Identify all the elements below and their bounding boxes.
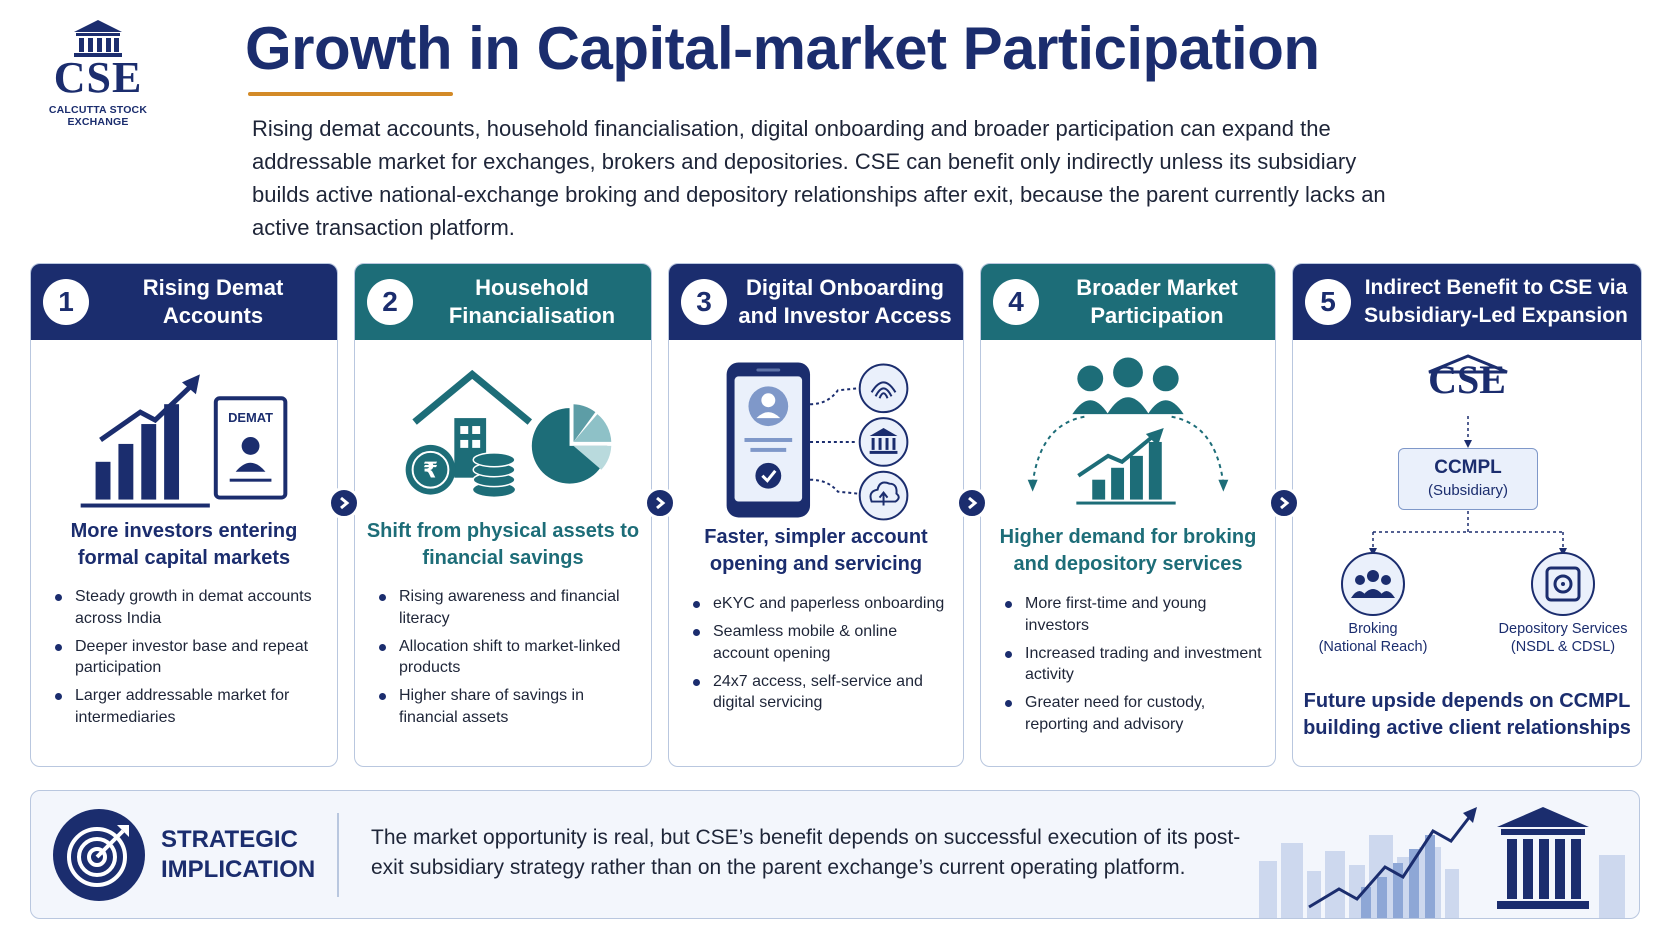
card-subtitle: Faster, simpler account opening and serv… bbox=[704, 526, 928, 575]
roof-icon bbox=[1428, 354, 1508, 374]
chevron-right-icon bbox=[328, 487, 360, 519]
list-item: Steady growth in demat accounts across I… bbox=[53, 586, 325, 629]
card-header: 1 Rising Demat Accounts bbox=[31, 264, 337, 340]
depository-label: Depository Services (NSDL & CDSL) bbox=[1488, 620, 1638, 656]
label-line-1: STRATEGIC bbox=[161, 826, 298, 853]
card-broader-participation: 4 Broader Market Participation Higher de… bbox=[980, 263, 1276, 767]
city-skyline-growth-icon bbox=[1259, 807, 1625, 918]
cloud-upload-icon bbox=[869, 481, 900, 503]
card-subtitle: More investors entering formal capital m… bbox=[70, 520, 298, 569]
exchange-building-icon bbox=[74, 20, 122, 57]
ccmpl-box: CCMPL (Subsidiary) bbox=[1398, 448, 1538, 510]
card-header: 4 Broader Market Participation bbox=[981, 264, 1275, 340]
list-item: Higher share of savings in financial ass… bbox=[377, 685, 639, 728]
list-item: Seamless mobile & online account opening bbox=[691, 621, 951, 664]
card-header: 5 Indirect Benefit to CSE via Subsidiary… bbox=[1293, 264, 1641, 340]
card-title: Household Financialisation bbox=[448, 275, 616, 328]
card-title: Broader Market Participation bbox=[1076, 275, 1238, 328]
card-subtitle: Shift from physical assets to financial … bbox=[366, 520, 640, 569]
card-bullet-list: eKYC and paperless onboarding Seamless m… bbox=[691, 593, 951, 720]
list-item: eKYC and paperless onboarding bbox=[691, 593, 951, 615]
mobile-onboarding-icon bbox=[726, 362, 909, 521]
strategic-implication-label: STRATEGIC IMPLICATION bbox=[161, 825, 315, 885]
chevron-right-icon bbox=[1268, 487, 1300, 519]
card-title: Digital Onboarding and Investor Access bbox=[738, 275, 952, 328]
card-number: 1 bbox=[43, 279, 89, 325]
card-rising-demat: 1 Rising Demat Accounts DEMAT More inves… bbox=[30, 263, 338, 767]
card-number: 4 bbox=[993, 279, 1039, 325]
bank-icon bbox=[869, 428, 898, 454]
banner-text: The market opportunity is real, but CSE’… bbox=[371, 826, 1241, 879]
depository-title: Depository Services bbox=[1498, 621, 1628, 637]
divider bbox=[337, 813, 339, 897]
logo-name: CALCUTTA STOCK EXCHANGE bbox=[48, 104, 148, 128]
card-subtitle: Higher demand for broking and depository… bbox=[999, 526, 1257, 575]
card-title: Rising Demat Accounts bbox=[142, 275, 284, 328]
list-item: 24x7 access, self-service and digital se… bbox=[691, 671, 951, 714]
ccmpl-name: CCMPL bbox=[1434, 457, 1502, 478]
card-bullet-list: Steady growth in demat accounts across I… bbox=[53, 586, 325, 735]
card-bullet-list: More first-time and young investors Incr… bbox=[1003, 593, 1263, 742]
list-item: Rising awareness and financial literacy bbox=[377, 586, 639, 629]
label-line-2: IMPLICATION bbox=[161, 856, 316, 883]
svg-text:₹: ₹ bbox=[423, 459, 438, 484]
people-group-icon bbox=[1351, 570, 1395, 598]
vault-icon bbox=[1545, 566, 1581, 602]
broking-label: Broking (National Reach) bbox=[1298, 620, 1448, 656]
list-item: Allocation shift to market-linked produc… bbox=[377, 636, 639, 679]
logo-abbreviation: CSE bbox=[53, 53, 143, 102]
broking-sub: (National Reach) bbox=[1318, 639, 1428, 655]
list-item: Deeper investor base and repeat particip… bbox=[53, 636, 325, 679]
card-header: 3 Digital Onboarding and Investor Access bbox=[669, 264, 963, 340]
title-underline bbox=[248, 92, 453, 96]
list-item: More first-time and young investors bbox=[1003, 593, 1263, 636]
ccmpl-sub: (Subsidiary) bbox=[1427, 482, 1509, 499]
strategic-implication-banner: STRATEGIC IMPLICATION The market opportu… bbox=[30, 790, 1640, 919]
chevron-right-icon bbox=[644, 487, 676, 519]
broking-title: Broking bbox=[1348, 621, 1398, 637]
list-item: Increased trading and investment activit… bbox=[1003, 643, 1263, 686]
card-title: Indirect Benefit to CSE via Subsidiary-L… bbox=[1364, 276, 1628, 327]
page-title: Growth in Capital-market Participation bbox=[245, 15, 1320, 82]
people-growth-icon bbox=[1027, 357, 1229, 505]
fingerprint-icon bbox=[870, 381, 897, 399]
cse-parent-label: CSE bbox=[1428, 357, 1506, 402]
card-indirect-benefit: 5 Indirect Benefit to CSE via Subsidiary… bbox=[1292, 263, 1642, 767]
bar-chart-growth-icon: DEMAT bbox=[80, 374, 288, 508]
list-item: Greater need for custody, reporting and … bbox=[1003, 692, 1263, 735]
cse-logo: CSE CALCUTTA STOCK EXCHANGE bbox=[18, 18, 178, 128]
house-coins-pie-icon: ₹ bbox=[405, 369, 612, 497]
card-footer: Future upside depends on CCMPL building … bbox=[1303, 690, 1631, 739]
list-item: Larger addressable market for intermedia… bbox=[53, 685, 325, 728]
depository-sub: (NSDL & CDSL) bbox=[1510, 639, 1616, 655]
card-number: 2 bbox=[367, 279, 413, 325]
card-digital-onboarding: 3 Digital Onboarding and Investor Access bbox=[668, 263, 964, 767]
intro-paragraph: Rising demat accounts, household financi… bbox=[252, 116, 1386, 240]
card-household-financialisation: 2 Household Financialisation ₹ Shift fro… bbox=[354, 263, 652, 767]
subsidiary-structure-diagram bbox=[1341, 354, 1595, 616]
demat-badge-label: DEMAT bbox=[228, 410, 273, 425]
card-number: 3 bbox=[681, 279, 727, 325]
target-arrow-icon bbox=[53, 809, 145, 901]
card-bullet-list: Rising awareness and financial literacy … bbox=[377, 586, 639, 735]
card-number: 5 bbox=[1305, 279, 1351, 325]
chevron-right-icon bbox=[956, 487, 988, 519]
card-header: 2 Household Financialisation bbox=[355, 264, 651, 340]
